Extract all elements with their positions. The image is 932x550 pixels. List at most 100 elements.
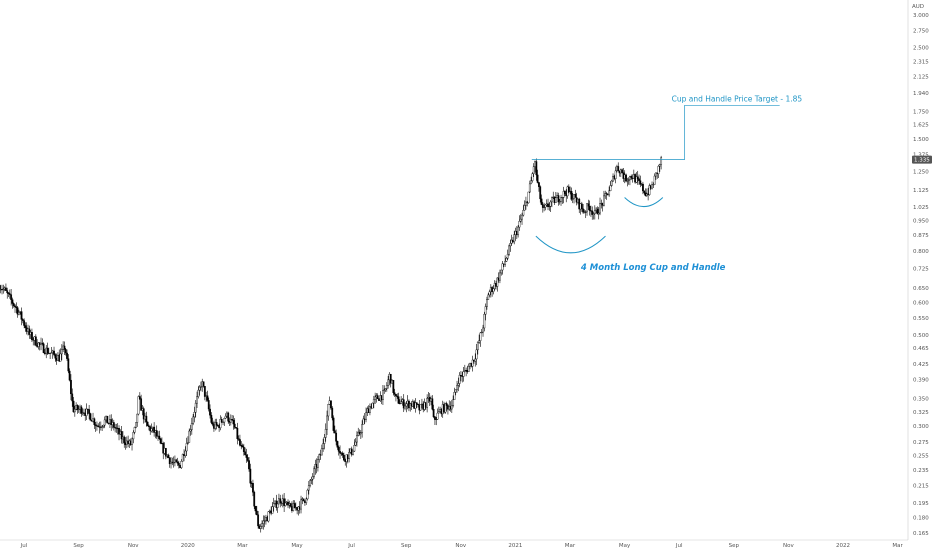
candle-body bbox=[657, 165, 660, 174]
candle-body bbox=[307, 485, 310, 491]
candle-body bbox=[71, 393, 74, 402]
candle-body bbox=[528, 183, 531, 193]
x-tick-label: Mar bbox=[892, 543, 903, 549]
candle-body bbox=[123, 436, 126, 443]
candle-body bbox=[397, 396, 400, 404]
candle-body bbox=[203, 386, 206, 397]
candle-body bbox=[42, 343, 45, 353]
candle-body bbox=[211, 422, 214, 425]
y-tick-label: 0.235 bbox=[913, 468, 929, 474]
candle-body bbox=[505, 258, 508, 262]
candle-body bbox=[361, 424, 364, 433]
candle-body bbox=[194, 402, 197, 413]
candle-body bbox=[88, 409, 91, 414]
candle-body bbox=[170, 461, 172, 465]
candle-body bbox=[392, 380, 395, 393]
candle-body bbox=[454, 389, 457, 393]
candle-body bbox=[651, 184, 653, 189]
candle-body bbox=[383, 389, 386, 391]
candle-body bbox=[521, 214, 523, 220]
x-tick-label: 2020 bbox=[181, 543, 195, 549]
candle-body bbox=[236, 427, 239, 439]
candle-body bbox=[233, 423, 236, 428]
y-tick-label: 3.000 bbox=[913, 13, 929, 19]
candle-body bbox=[467, 366, 470, 372]
candle-body bbox=[80, 406, 83, 414]
candle-body bbox=[348, 452, 351, 459]
candle-body bbox=[457, 383, 460, 386]
candle-body bbox=[404, 405, 406, 409]
x-tick-label: May bbox=[619, 543, 631, 549]
candle-body bbox=[198, 386, 201, 391]
candle-body bbox=[206, 395, 209, 401]
candle-body bbox=[232, 419, 235, 425]
candle-body bbox=[450, 405, 453, 410]
candle-body bbox=[76, 405, 79, 410]
candle-body bbox=[197, 389, 200, 397]
y-tick-label: 0.500 bbox=[913, 333, 929, 339]
candle-body bbox=[14, 305, 16, 308]
candle-body bbox=[262, 520, 265, 524]
candle-body bbox=[369, 406, 371, 413]
candle-body bbox=[596, 208, 599, 215]
candle-body bbox=[561, 197, 564, 199]
candle-body bbox=[658, 164, 661, 167]
candle-body bbox=[543, 206, 546, 208]
candle-body bbox=[456, 385, 458, 390]
candle-body bbox=[567, 186, 570, 193]
candle-body bbox=[283, 498, 286, 506]
candle-body bbox=[483, 313, 486, 329]
candle-body bbox=[400, 401, 403, 404]
candle-body bbox=[60, 349, 63, 355]
candle-body bbox=[617, 166, 620, 172]
candle-body bbox=[136, 413, 139, 423]
candle-body bbox=[53, 350, 55, 355]
candle-body bbox=[107, 422, 110, 424]
y-tick-label: 0.165 bbox=[913, 531, 929, 537]
candle-body bbox=[638, 178, 640, 181]
candle-body bbox=[254, 506, 257, 512]
candle-body bbox=[580, 203, 583, 210]
candle-body bbox=[531, 173, 534, 181]
candle-body bbox=[359, 432, 362, 435]
candle-body bbox=[300, 499, 302, 510]
candle-body bbox=[453, 392, 456, 400]
candle-body bbox=[252, 483, 254, 493]
candle-body bbox=[257, 514, 260, 527]
candle-body bbox=[525, 201, 527, 206]
y-tick-label: 0.195 bbox=[913, 501, 929, 507]
candle-body bbox=[267, 511, 270, 522]
candle-body bbox=[492, 288, 495, 292]
candle-body bbox=[599, 203, 601, 214]
x-tick-label: 2022 bbox=[836, 543, 850, 549]
candle-body bbox=[597, 212, 600, 215]
candle-body bbox=[241, 445, 244, 448]
candle-body bbox=[500, 269, 503, 274]
y-tick-label: 1.125 bbox=[913, 188, 929, 194]
candle-body bbox=[248, 460, 250, 470]
candle-body bbox=[474, 358, 477, 362]
candle-body bbox=[504, 261, 507, 265]
last-price-value: 1.335 bbox=[914, 158, 930, 164]
candle-body bbox=[175, 459, 178, 463]
y-tick-label: 0.465 bbox=[913, 346, 929, 352]
y-tick-label: 0.950 bbox=[913, 218, 929, 224]
candle-body bbox=[235, 427, 237, 429]
candle-body bbox=[215, 422, 218, 426]
candle-body bbox=[193, 412, 196, 418]
candle-body bbox=[610, 180, 613, 186]
candle-body bbox=[452, 399, 455, 406]
candle-body bbox=[263, 520, 266, 522]
candle-body bbox=[437, 411, 440, 414]
candle-body bbox=[320, 448, 323, 456]
candle-body bbox=[11, 299, 14, 304]
candle-body bbox=[570, 190, 573, 200]
candle-body bbox=[636, 176, 639, 179]
candle-body bbox=[382, 390, 384, 401]
candle-body bbox=[245, 454, 248, 458]
last-price-badge: 1.335 bbox=[912, 155, 932, 164]
x-tick-label: Mar bbox=[565, 543, 576, 549]
y-tick-label: 0.300 bbox=[913, 424, 929, 430]
